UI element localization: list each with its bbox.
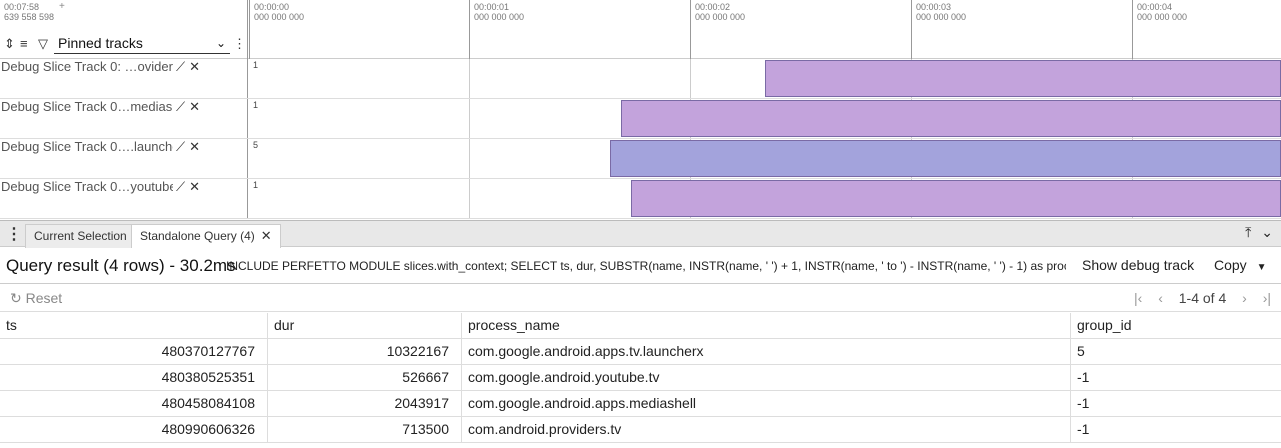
cell-dur: 713500 [268, 417, 462, 443]
ruler-tick: 00:00:01 000 000 000 [469, 0, 524, 59]
track-canvas[interactable]: 1 [249, 99, 1281, 138]
track-row[interactable]: Debug Slice Track 0….launcherx ⟋ ✕ 5 [0, 139, 1281, 179]
track-row[interactable]: Debug Slice Track 0: …oviders.tv ⟋✕ 1 [0, 59, 1281, 99]
table-row[interactable]: 480458084108 2043917 com.google.android.… [0, 391, 1281, 417]
cell-group-id: 5 [1077, 343, 1085, 359]
track-depth: 1 [253, 60, 259, 70]
origin-time: 00:07:58 639 558 598 [4, 2, 55, 22]
close-icon[interactable]: ✕ [189, 139, 201, 154]
track-depth: 1 [253, 100, 259, 110]
reset-button[interactable]: ↻ Reset [10, 290, 63, 306]
more-vert-icon[interactable]: ⋮ [233, 36, 246, 51]
ruler-tick: 00:00:02 000 000 000 [690, 0, 745, 59]
table-row[interactable]: 480380525351 526667 com.google.android.y… [0, 365, 1281, 391]
cell-process-name: com.google.android.youtube.tv [462, 365, 1071, 391]
ruler-tick: 00:00:03 000 000 000 [911, 0, 966, 59]
track-depth: 5 [253, 140, 259, 150]
filter-icon[interactable]: ▽ [38, 36, 48, 51]
table-row[interactable]: 480990606326 713500 com.android.provider… [0, 417, 1281, 443]
query-sql: INCLUDE PERFETTO MODULE slices.with_cont… [226, 259, 1066, 273]
cell-ts: 480990606326 [0, 417, 268, 443]
chart-icon[interactable]: ⟋ [176, 179, 186, 194]
offset-plus: + [59, 1, 65, 12]
cell-ts: 480370127767 [0, 339, 268, 365]
page-info: 1-4 of 4 [1178, 290, 1227, 306]
track-canvas[interactable]: 5 [249, 139, 1281, 178]
pinned-tracks: Debug Slice Track 0: …oviders.tv ⟋✕ 1 De… [0, 59, 1281, 219]
query-header: Query result (4 rows) - 30.2ms INCLUDE P… [0, 248, 1281, 284]
tab-standalone-query[interactable]: Standalone Query (4) ✕ [131, 224, 281, 248]
slice[interactable] [631, 180, 1281, 217]
table-header: ts dur process_name group_id [0, 313, 1281, 339]
cell-process-name: com.android.providers.tv [462, 417, 1071, 443]
tab-current-selection[interactable]: Current Selection [25, 224, 136, 248]
slice[interactable] [765, 60, 1281, 97]
close-icon[interactable]: ✕ [260, 228, 272, 243]
prev-page-icon[interactable]: ‹ [1158, 290, 1163, 306]
copy-button[interactable]: Copy ▼ [1214, 257, 1267, 273]
query-title: Query result (4 rows) - 30.2ms [6, 256, 236, 275]
slice[interactable] [621, 100, 1281, 137]
close-icon[interactable]: ✕ [189, 99, 201, 114]
show-debug-track-button[interactable]: Show debug track [1082, 257, 1195, 273]
ruler-tick: 00:00:04 000 000 000 [1132, 0, 1187, 59]
column-header[interactable]: dur [268, 313, 462, 339]
last-page-icon[interactable]: ›| [1262, 290, 1271, 306]
cell-ts: 480458084108 [0, 391, 268, 417]
time-ruler[interactable]: 00:00:00 000 000 000 00:00:01 000 000 000 … [249, 0, 1281, 59]
cell-process-name: com.google.android.apps.tv.launcherx [462, 339, 1071, 365]
reset-icon: ↻ [10, 290, 22, 306]
chevron-down-icon[interactable]: ⌄ [1261, 224, 1273, 240]
panel-tabs: ⋮ Current Selection Standalone Query (4)… [0, 220, 1281, 248]
track-shell[interactable]: Debug Slice Track 0…youtube.tv ⟋ ✕ [0, 179, 248, 218]
chevron-down-icon: ⌄ [215, 36, 226, 50]
expand-collapse-icon[interactable]: ⇕ [4, 36, 15, 51]
pinned-tracks-select[interactable]: Pinned tracks ⌄ [54, 34, 230, 54]
more-vert-icon[interactable]: ⋮ [6, 226, 22, 243]
cell-group-id: -1 [1077, 369, 1090, 385]
first-page-icon[interactable]: |‹ [1133, 290, 1143, 306]
cell-dur: 10322167 [268, 339, 462, 365]
track-shell[interactable]: Debug Slice Track 0…mediashell ⟋✕ [0, 99, 248, 138]
column-header[interactable]: ts [0, 313, 268, 339]
cell-process-name: com.google.android.apps.mediashell [462, 391, 1071, 417]
column-header[interactable]: process_name [462, 313, 1071, 339]
close-icon[interactable]: ✕ [189, 59, 201, 74]
maximize-panel-icon[interactable]: ⤒ [1245, 224, 1252, 240]
cell-dur: 526667 [268, 365, 462, 391]
track-shell[interactable]: Debug Slice Track 0: …oviders.tv ⟋✕ [0, 59, 248, 98]
sort-icon[interactable]: ≡ [20, 36, 28, 51]
track-name: Debug Slice Track 0…mediashell [1, 99, 173, 114]
chart-icon[interactable]: ⟋ [176, 59, 186, 74]
pinned-controls: ⇕ ≡ ▽ Pinned tracks ⌄ ⋮ [0, 34, 248, 54]
slice[interactable] [610, 140, 1281, 177]
close-icon[interactable]: ✕ [189, 179, 201, 194]
track-canvas[interactable]: 1 [249, 59, 1281, 98]
track-name: Debug Slice Track 0: …oviders.tv [1, 59, 173, 74]
track-canvas[interactable]: 1 [249, 179, 1281, 218]
cell-group-id: -1 [1077, 421, 1090, 437]
track-row[interactable]: Debug Slice Track 0…mediashell ⟋✕ 1 [0, 99, 1281, 139]
cell-dur: 2043917 [268, 391, 462, 417]
track-name: Debug Slice Track 0…youtube.tv [1, 179, 173, 194]
arrow-drop-down-icon: ▼ [1256, 262, 1267, 273]
chart-icon[interactable]: ⟋ [176, 139, 186, 154]
timeline-header: 00:07:58 639 558 598 + ⇕ ≡ ▽ Pinned trac… [0, 0, 1281, 59]
track-name: Debug Slice Track 0….launcherx [1, 139, 173, 154]
ruler-tick: 00:00:00 000 000 000 [249, 0, 304, 59]
table-row[interactable]: 480370127767 10322167 com.google.android… [0, 339, 1281, 365]
track-row[interactable]: Debug Slice Track 0…youtube.tv ⟋ ✕ 1 [0, 179, 1281, 219]
track-depth: 1 [253, 180, 259, 190]
pager: |‹ ‹ 1-4 of 4 › ›| [1122, 290, 1271, 306]
track-shell-header: 00:07:58 639 558 598 + ⇕ ≡ ▽ Pinned trac… [0, 0, 248, 59]
cell-group-id: -1 [1077, 395, 1090, 411]
cell-ts: 480380525351 [0, 365, 268, 391]
query-toolbar: ↻ Reset |‹ ‹ 1-4 of 4 › ›| [0, 285, 1281, 312]
chart-icon[interactable]: ⟋ [176, 99, 186, 114]
next-page-icon[interactable]: › [1242, 290, 1247, 306]
column-header[interactable]: group_id [1077, 317, 1132, 333]
track-shell[interactable]: Debug Slice Track 0….launcherx ⟋ ✕ [0, 139, 248, 178]
